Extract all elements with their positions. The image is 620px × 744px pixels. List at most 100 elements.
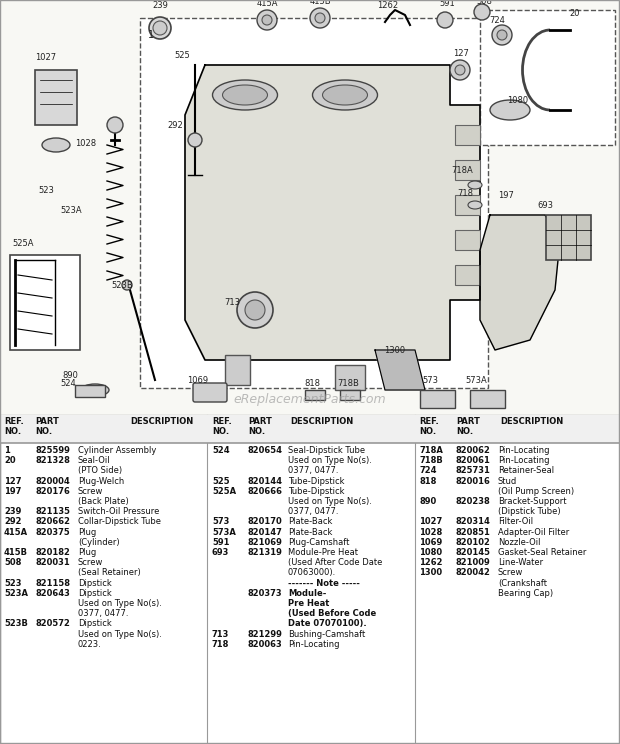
Ellipse shape	[468, 201, 482, 209]
Text: Stud: Stud	[498, 477, 517, 486]
Text: 573: 573	[422, 376, 438, 385]
Text: 1027: 1027	[419, 517, 442, 527]
Text: 415B: 415B	[309, 0, 331, 6]
Text: Screw: Screw	[78, 558, 104, 567]
Text: 820102: 820102	[456, 538, 491, 547]
Bar	[35, 70, 77, 125]
Text: Pin-Locating: Pin-Locating	[498, 456, 549, 465]
Text: (Crankshaft: (Crankshaft	[498, 579, 547, 588]
Text: Date 07070100).: Date 07070100).	[288, 620, 366, 629]
Text: (Used After Code Date: (Used After Code Date	[288, 558, 383, 567]
Text: 1028: 1028	[419, 527, 442, 536]
Text: 573: 573	[212, 517, 229, 527]
Text: 820373: 820373	[248, 589, 283, 597]
Text: 718B: 718B	[337, 379, 359, 388]
Text: 1: 1	[148, 30, 154, 40]
Text: 591: 591	[439, 0, 455, 8]
Text: Seal-Dipstick Tube: Seal-Dipstick Tube	[288, 446, 365, 455]
Text: 573A: 573A	[465, 376, 487, 385]
Text: 820182: 820182	[35, 548, 70, 557]
Text: Plug: Plug	[78, 527, 96, 536]
Text: DESCRIPTION: DESCRIPTION	[500, 417, 563, 426]
Polygon shape	[480, 215, 560, 350]
Text: 523A: 523A	[60, 206, 82, 215]
Text: DESCRIPTION: DESCRIPTION	[290, 417, 353, 426]
Text: 524: 524	[212, 446, 229, 455]
Circle shape	[450, 60, 470, 80]
Bar	[546, 215, 591, 260]
Text: 0377, 0477.: 0377, 0477.	[78, 609, 128, 618]
Ellipse shape	[223, 85, 267, 105]
Circle shape	[122, 280, 132, 290]
Text: (PTO Side): (PTO Side)	[78, 466, 122, 475]
Text: 718A: 718A	[451, 166, 473, 175]
Text: 820004: 820004	[35, 477, 69, 486]
Text: Plug: Plug	[78, 548, 96, 557]
FancyBboxPatch shape	[75, 385, 105, 397]
Text: 20: 20	[4, 456, 16, 465]
Ellipse shape	[81, 384, 109, 396]
Bar	[455, 265, 480, 285]
Ellipse shape	[490, 100, 530, 120]
Text: 820572: 820572	[35, 620, 70, 629]
Text: Pre Heat: Pre Heat	[288, 599, 329, 608]
Text: 820654: 820654	[248, 446, 283, 455]
Text: 239: 239	[4, 507, 21, 516]
Text: PART
NO.: PART NO.	[456, 417, 480, 437]
Text: 127: 127	[453, 49, 469, 58]
Text: 1069: 1069	[419, 538, 442, 547]
Text: 07063000).: 07063000).	[288, 568, 336, 577]
Text: 821328: 821328	[35, 456, 70, 465]
Text: Tube-Dipstick: Tube-Dipstick	[288, 477, 345, 486]
Text: (Dipstick Tube): (Dipstick Tube)	[498, 507, 560, 516]
Text: 292: 292	[167, 121, 183, 130]
Text: Used on Type No(s).: Used on Type No(s).	[288, 456, 372, 465]
Ellipse shape	[213, 80, 278, 110]
Circle shape	[262, 15, 272, 25]
Text: 1069: 1069	[187, 376, 208, 385]
Circle shape	[497, 30, 507, 40]
Text: REF.
NO.: REF. NO.	[212, 417, 232, 437]
Text: 820147: 820147	[248, 527, 283, 536]
Text: Cylinder Assembly: Cylinder Assembly	[78, 446, 156, 455]
Circle shape	[455, 65, 465, 75]
Bar	[10, 255, 80, 350]
Bar	[305, 390, 325, 400]
Text: Tube-Dipstick: Tube-Dipstick	[288, 487, 345, 496]
Text: 693: 693	[537, 201, 553, 210]
Text: 0377, 0477.: 0377, 0477.	[288, 466, 339, 475]
Text: 890: 890	[419, 497, 436, 506]
Text: 820063: 820063	[248, 640, 283, 649]
Text: 713: 713	[224, 298, 240, 307]
Text: (Seal Retainer): (Seal Retainer)	[78, 568, 141, 577]
Text: 1262: 1262	[378, 1, 399, 10]
Text: eReplacementParts.com: eReplacementParts.com	[234, 394, 386, 406]
Bar	[0, 0, 620, 415]
Text: 0223.: 0223.	[78, 640, 102, 649]
Text: 197: 197	[4, 487, 21, 496]
Text: 718: 718	[212, 640, 229, 649]
Text: 1027: 1027	[35, 53, 56, 62]
Text: 820375: 820375	[35, 527, 69, 536]
Text: 523B: 523B	[111, 281, 133, 290]
Text: 820145: 820145	[456, 548, 491, 557]
Text: 820144: 820144	[248, 477, 283, 486]
Text: 820170: 820170	[248, 517, 283, 527]
Text: 821319: 821319	[248, 548, 283, 557]
Text: Seal-Oil: Seal-Oil	[78, 456, 110, 465]
Text: 820176: 820176	[35, 487, 70, 496]
Text: 821158: 821158	[35, 579, 70, 588]
Text: 1300: 1300	[419, 568, 442, 577]
Text: Plate-Back: Plate-Back	[288, 517, 332, 527]
Text: Used on Type No(s).: Used on Type No(s).	[78, 599, 162, 608]
Text: Module-Pre Heat: Module-Pre Heat	[288, 548, 358, 557]
Text: 525A: 525A	[212, 487, 236, 496]
Text: (Oil Pump Screen): (Oil Pump Screen)	[498, 487, 574, 496]
Text: 718: 718	[457, 189, 473, 198]
Bar	[455, 195, 480, 215]
Bar	[480, 10, 615, 145]
Bar	[455, 125, 480, 145]
Text: 821069: 821069	[248, 538, 283, 547]
Text: Retainer-Seal: Retainer-Seal	[498, 466, 554, 475]
Text: Bearing Cap): Bearing Cap)	[498, 589, 553, 597]
